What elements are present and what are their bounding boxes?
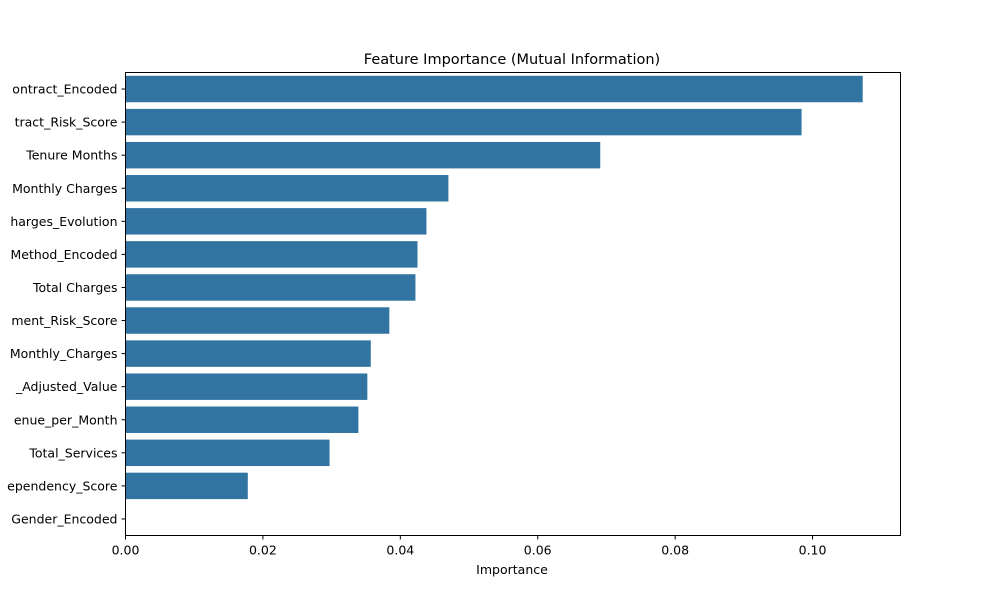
bar bbox=[125, 108, 802, 136]
x-tick-label: 0.00 bbox=[112, 543, 140, 558]
bar bbox=[125, 307, 390, 334]
y-tick-label: ependency_Score bbox=[7, 478, 118, 493]
bar bbox=[125, 141, 601, 169]
y-tick-label: enue_per_Month bbox=[14, 412, 118, 427]
x-axis-label: Importance bbox=[476, 562, 548, 577]
y-tick-label: tract_Risk_Score bbox=[15, 115, 118, 130]
x-tick-label: 0.06 bbox=[524, 543, 552, 558]
x-tick-label: 0.08 bbox=[661, 543, 689, 558]
plot-frame bbox=[125, 72, 901, 536]
y-tick-label: Monthly_Charges bbox=[10, 346, 118, 361]
bar bbox=[125, 241, 418, 268]
x-tick-label: 0.10 bbox=[799, 543, 827, 558]
y-tick-label: Gender_Encoded bbox=[11, 511, 117, 526]
bar bbox=[125, 208, 427, 235]
bar bbox=[125, 373, 368, 400]
y-tick-label: Method_Encoded bbox=[10, 247, 117, 262]
y-tick-label: ment_Risk_Score bbox=[11, 313, 117, 328]
chart-title: Feature Importance (Mutual Information) bbox=[364, 52, 660, 68]
bar bbox=[125, 472, 248, 500]
bar bbox=[125, 175, 449, 202]
y-tick-label: _Adjusted_Value bbox=[15, 379, 118, 394]
y-tick-label: Total_Services bbox=[28, 445, 117, 460]
y-tick-label: Total Charges bbox=[32, 280, 118, 295]
y-tick-label: Monthly Charges bbox=[12, 181, 117, 196]
bar bbox=[125, 274, 416, 301]
bar bbox=[125, 439, 330, 467]
y-tick-label: harges_Evolution bbox=[10, 214, 117, 229]
bar bbox=[125, 75, 863, 103]
x-tick-label: 0.04 bbox=[386, 543, 414, 558]
bar bbox=[125, 340, 371, 367]
y-tick-label: Tenure Months bbox=[25, 148, 117, 163]
bar bbox=[125, 406, 359, 433]
y-tick-label: ontract_Encoded bbox=[12, 82, 117, 97]
x-tick-label: 0.02 bbox=[249, 543, 277, 558]
